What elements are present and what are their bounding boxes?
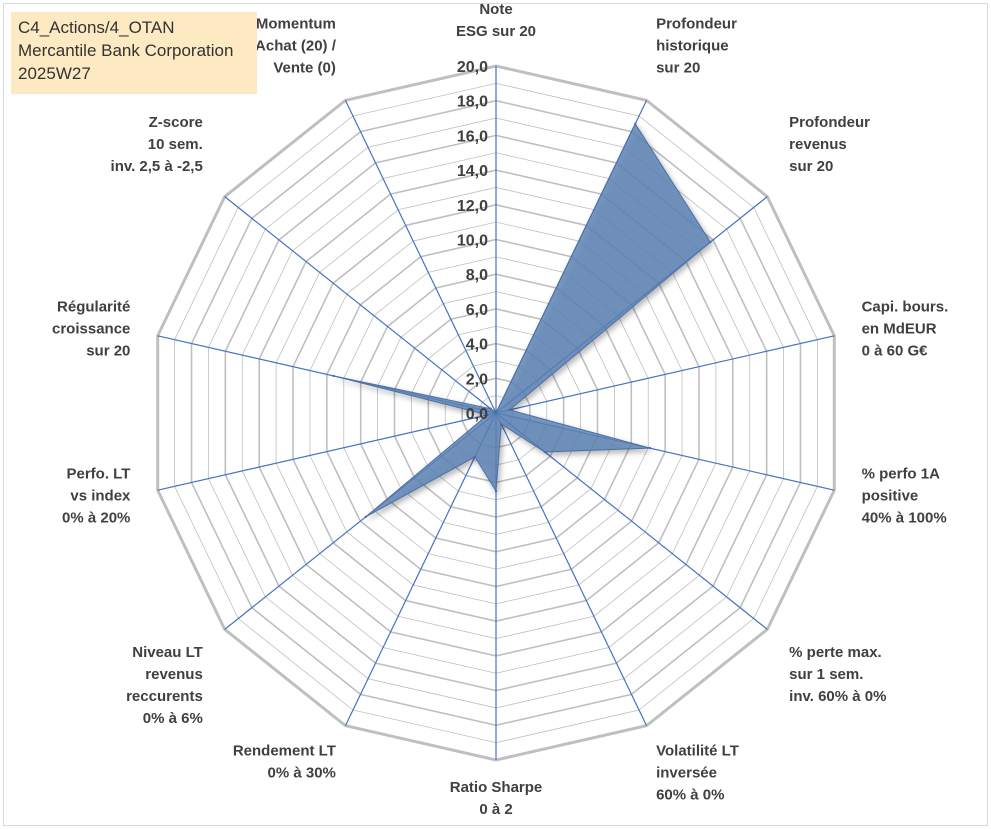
axis-label-line: sur 1 sem. <box>789 666 863 683</box>
axis-label: Rendement LT 0% à 30% <box>233 742 336 781</box>
axis-label-line: 0 à 60 G€ <box>862 343 929 360</box>
axis-label: Note ESG sur 20 <box>456 1 536 40</box>
title-line: C4_Actions/4_OTAN <box>18 18 175 37</box>
axis-label: % perte max. sur 1 sem. inv. 60% à 0% <box>789 644 886 705</box>
axis-label-line: Achat (20) / <box>255 38 337 55</box>
chart-title: C4_Actions/4_OTAN Mercantile Bank Corpor… <box>11 12 257 94</box>
axis-label-line: Ratio Sharpe <box>450 779 543 796</box>
axis-label-line: historique <box>656 38 729 55</box>
axis-label-line: % perfo 1A <box>862 465 941 482</box>
tick-label: 14,0 <box>457 163 488 180</box>
data-point <box>494 411 498 415</box>
axis-spoke <box>344 100 497 414</box>
axis-label-line: reccurents <box>126 688 203 705</box>
axis-label-line: ESG sur 20 <box>456 23 536 40</box>
axis-spoke <box>495 412 648 726</box>
axis-spoke <box>157 412 497 491</box>
axis-label-line: 0% à 6% <box>143 710 203 727</box>
axis-label-line: Perfo. LT <box>67 465 131 482</box>
axis-label-line: revenus <box>789 136 847 153</box>
data-point <box>332 374 335 378</box>
axis-label-line: Vente (0) <box>273 60 336 77</box>
axis-label: Momentum Achat (20) / Vente (0) <box>255 16 337 77</box>
axis-label-line: 0% à 20% <box>62 509 130 526</box>
tick-label: 16,0 <box>457 128 488 145</box>
data-point <box>634 122 637 126</box>
axis-label-line: Note <box>479 1 512 18</box>
axis-label-line: Profondeur <box>789 114 870 131</box>
axis-label-line: Momentum <box>256 16 336 33</box>
axis-label-line: Profondeur <box>656 16 737 33</box>
axis-label-line: 60% à 0% <box>656 786 724 803</box>
axis-label: Ratio Sharpe 0 à 2 <box>450 779 543 818</box>
axis-label-line: sur 20 <box>656 60 700 77</box>
axis-label: Régularité croissance sur 20 <box>52 299 130 360</box>
axis-label: Perfo. LT vs index 0% à 20% <box>62 465 131 526</box>
data-point <box>543 450 547 454</box>
tick-label: 8,0 <box>466 267 488 284</box>
tick-label: 2,0 <box>466 371 488 388</box>
axis-label-line: Volatilité LT <box>656 742 739 759</box>
tick-label: 10,0 <box>457 233 488 250</box>
axis-label-line: 40% à 100% <box>862 509 947 526</box>
axis-label-line: inv. 60% à 0% <box>789 688 886 705</box>
axis-label-line: Rendement LT <box>233 742 336 759</box>
data-point <box>489 407 492 410</box>
tick-label: 18,0 <box>457 94 488 111</box>
data-point <box>364 515 367 519</box>
axis-label: Profondeur revenus sur 20 <box>789 114 870 175</box>
axis-label-line: 0 à 2 <box>479 801 512 818</box>
data-point <box>508 408 511 412</box>
axis-label-line: inv. 2,5 à -2,5 <box>111 158 203 175</box>
tick-label: 20,0 <box>457 59 488 76</box>
axis-spoke <box>224 196 497 414</box>
axis-label-line: Capi. bours. <box>862 299 949 316</box>
axis-label-line: revenus <box>145 666 203 683</box>
axis-label-line: positive <box>862 487 919 504</box>
title-line: 2025W27 <box>18 64 91 83</box>
series-area <box>333 122 711 518</box>
title-line: Mercantile Bank Corporation <box>18 41 234 60</box>
axis-label-line: croissance <box>52 321 130 338</box>
axis-label: Z-score 10 sem. inv. 2,5 à -2,5 <box>111 114 203 175</box>
axis-spoke <box>344 412 497 726</box>
axis-label-line: Niveau LT <box>132 644 203 661</box>
data-point <box>486 413 489 417</box>
data-point <box>709 240 712 244</box>
axis-label-line: 0% à 30% <box>268 764 336 781</box>
tick-label: 12,0 <box>457 198 488 215</box>
data-point <box>648 446 652 450</box>
axis-label-line: sur 20 <box>789 158 833 175</box>
axis-label-line: % perte max. <box>789 644 882 661</box>
axis-label-line: vs index <box>70 487 131 504</box>
tick-label: 4,0 <box>466 337 488 354</box>
axis-label-line: Z-score <box>149 114 203 131</box>
data-point <box>494 489 498 493</box>
axis-label-line: Régularité <box>57 299 130 316</box>
axis-label-line: sur 20 <box>86 343 130 360</box>
axis-label-line: inversée <box>656 764 717 781</box>
axis-spoke <box>495 335 835 414</box>
axis-label-line: 10 sem. <box>148 136 203 153</box>
axis-label: % perfo 1A positive 40% à 100% <box>862 465 947 526</box>
axis-label: Niveau LT revenus reccurents 0% à 6% <box>126 644 203 727</box>
data-point <box>473 455 477 458</box>
axis-label: Profondeur historique sur 20 <box>656 16 737 77</box>
tick-label: 0,0 <box>466 406 488 423</box>
axis-label: Volatilité LT inversée 60% à 0% <box>656 742 739 803</box>
data-point <box>500 422 503 426</box>
axis-label-line: en MdEUR <box>862 321 937 338</box>
tick-label: 6,0 <box>466 302 488 319</box>
axis-label: Capi. bours. en MdEUR 0 à 60 G€ <box>862 299 949 360</box>
